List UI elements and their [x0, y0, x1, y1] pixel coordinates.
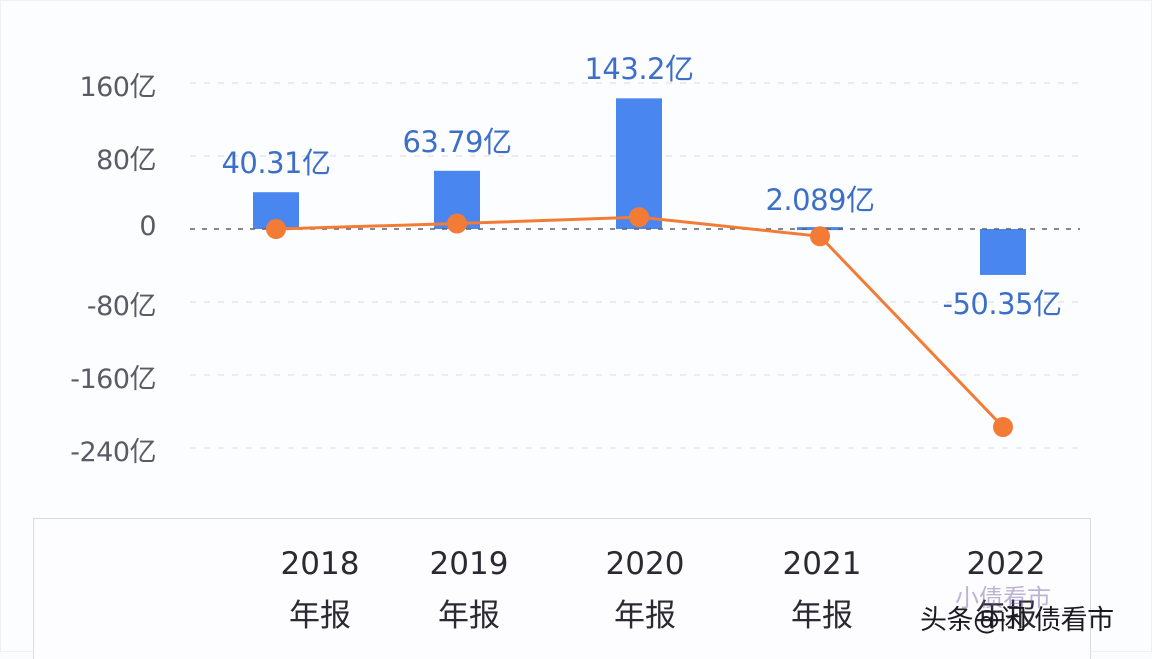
x-tick-label: 2022 年报 [966, 546, 1046, 634]
x-tick-label: 2018 年报 [280, 546, 360, 634]
x-axis-panel [33, 518, 1091, 659]
x-tick-label: 2019 年报 [429, 546, 509, 634]
watermark: 头条@闲 债看市 [920, 605, 1114, 636]
line-point [993, 417, 1013, 438]
y-tick-label: -160亿 [70, 364, 156, 395]
watermark-back: 小债看市 [955, 584, 1051, 612]
bar-value-label: 63.79亿 [402, 124, 512, 159]
y-tick-label: -80亿 [86, 291, 157, 322]
bar-value-label: 2.089亿 [765, 183, 875, 218]
line-point [810, 226, 830, 247]
x-tick-label: 2021 年报 [782, 546, 862, 634]
y-tick-label: 80亿 [96, 145, 156, 176]
line-point [629, 207, 649, 228]
line-point [266, 219, 286, 239]
line-point [447, 213, 467, 234]
x-tick-label: 2020 年报 [605, 546, 685, 634]
y-tick-label: 160亿 [79, 72, 156, 103]
trend-line [275, 215, 1005, 429]
bar [980, 229, 1026, 275]
y-tick-label: -240亿 [70, 437, 156, 468]
bar-value-label: 143.2亿 [584, 52, 694, 87]
y-tick-label: 0 [139, 211, 156, 242]
bar-value-label: -50.35亿 [942, 286, 1063, 321]
bar-value-label: 40.31亿 [221, 146, 331, 181]
